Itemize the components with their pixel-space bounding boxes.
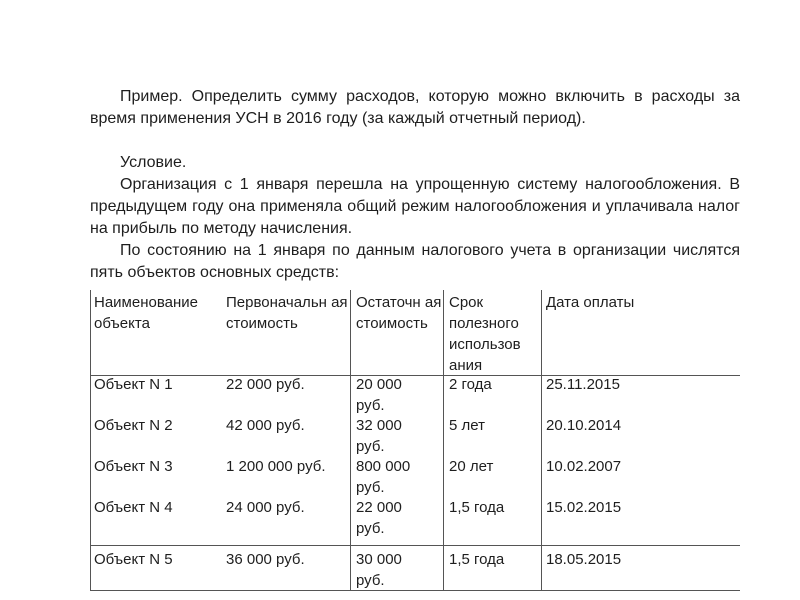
table-cell: 25.11.2015 [546, 376, 620, 393]
table-cell: 1,5 года [449, 551, 505, 568]
table-cell: 42 000 руб. [226, 417, 305, 434]
row-divider [90, 375, 740, 376]
column-divider [90, 290, 91, 590]
table-cell: 20 лет [449, 458, 494, 475]
table-cell: 22 000 руб. [356, 499, 402, 537]
table-cell: 30 000 руб. [356, 551, 402, 589]
table-cell: 2 года [449, 376, 492, 393]
table-cell: 20.10.2014 [546, 417, 622, 434]
column-header: Первоначальн ая стоимость [226, 294, 348, 332]
table-cell: 1 200 000 руб. [226, 458, 326, 475]
table-cell: 1,5 года [449, 499, 505, 516]
organization-text: Организация с 1 января перешла на упроще… [90, 176, 740, 237]
organization-paragraph: Организация с 1 января перешла на упроще… [90, 174, 740, 240]
table-cell: Объект N 3 [94, 458, 173, 475]
table-cell: Объект N 4 [94, 499, 173, 516]
table-cell: 24 000 руб. [226, 499, 305, 516]
condition-text: Условие. [120, 154, 187, 171]
column-divider [350, 290, 351, 590]
example-text: Пример. Определить сумму расходов, котор… [90, 88, 740, 127]
table-cell: Объект N 2 [94, 417, 173, 434]
table-cell: 800 000 руб. [356, 458, 411, 496]
table-cell: 10.02.2007 [546, 458, 622, 475]
column-header: Дата оплаты [546, 294, 635, 311]
column-header: Остаточн ая стоимость [356, 294, 442, 332]
table-cell: Объект N 1 [94, 376, 173, 393]
table-cell: 32 000 руб. [356, 417, 402, 455]
row-divider [90, 590, 740, 591]
column-divider [541, 290, 542, 590]
state-text: По состоянию на 1 января по данным налог… [90, 242, 740, 281]
state-paragraph: По состоянию на 1 января по данным налог… [90, 240, 740, 284]
column-header: Наименование объекта [94, 294, 198, 332]
table-cell: 15.02.2015 [546, 499, 622, 516]
column-divider [443, 290, 444, 590]
table-cell: 5 лет [449, 417, 485, 434]
table-cell: 36 000 руб. [226, 551, 305, 568]
condition-heading: Условие. [90, 152, 740, 174]
table-cell: Объект N 5 [94, 551, 173, 568]
column-header: Срок полезного использов ания [449, 294, 521, 374]
table-cell: 22 000 руб. [226, 376, 305, 393]
table-cell: 20 000 руб. [356, 376, 402, 414]
row-divider [90, 545, 740, 546]
example-paragraph: Пример. Определить сумму расходов, котор… [90, 86, 740, 130]
table-cell: 18.05.2015 [546, 551, 622, 568]
